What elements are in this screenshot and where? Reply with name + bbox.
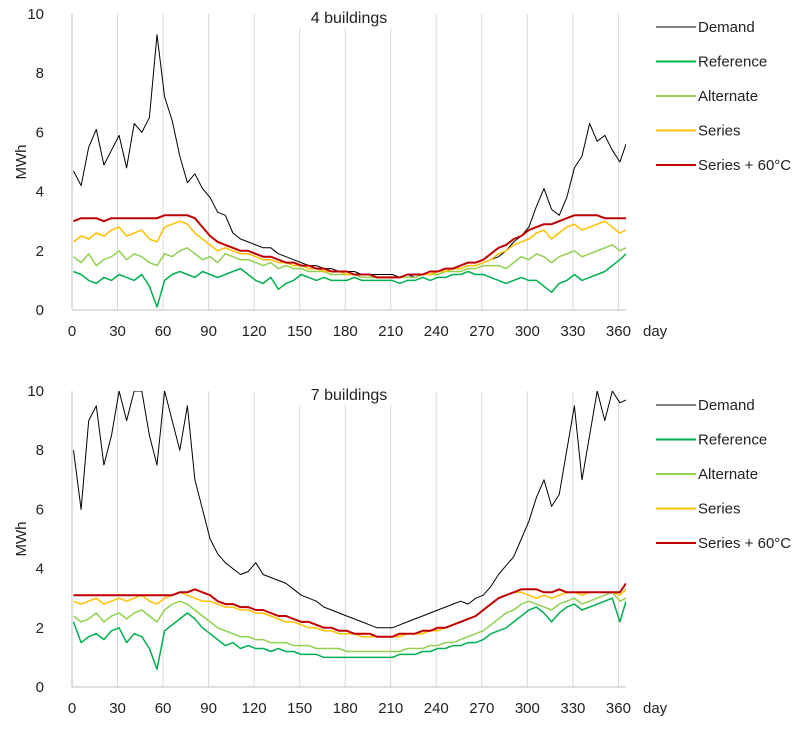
y-tick-label: 0 — [36, 679, 44, 696]
chart-panel-2: 0 2 4 6 8 10 0 30 60 90 120 150 180 210 240 270 300 330 36… — [13, 383, 791, 717]
legend-label: Series — [698, 501, 741, 518]
chart-title: 7 buildings — [311, 387, 388, 404]
x-tick-label: 0 — [68, 700, 76, 717]
legend-label: Reference — [698, 54, 767, 71]
x-tick-label: 360 — [606, 323, 631, 340]
x-tick-label: 90 — [200, 323, 217, 340]
chart-title: 4 buildings — [311, 10, 388, 27]
x-tick-label: 90 — [200, 700, 217, 717]
x-tick-label: 330 — [560, 700, 585, 717]
x-tick-label: 330 — [560, 323, 585, 340]
legend-label: Demand — [698, 19, 755, 36]
x-tick-label: 360 — [606, 700, 631, 717]
x-tick-label: 210 — [378, 323, 403, 340]
legend-label: Series + 60°C — [698, 157, 791, 174]
legend-label: Demand — [698, 397, 755, 414]
x-axis-label: day — [643, 700, 668, 717]
x-tick-label: 240 — [424, 700, 449, 717]
series-line — [74, 592, 627, 651]
x-tick-label: 0 — [68, 323, 76, 340]
x-tick-label: 270 — [469, 700, 494, 717]
y-tick-label: 0 — [36, 302, 44, 319]
y-tick-label: 8 — [36, 442, 44, 459]
y-tick-label: 2 — [36, 243, 44, 260]
x-tick-label: 180 — [333, 323, 358, 340]
x-tick-label: 150 — [287, 323, 312, 340]
y-axis-label: MWh — [13, 145, 30, 180]
legend-label: Series + 60°C — [698, 535, 791, 552]
series-line — [74, 583, 627, 636]
series-line — [74, 215, 627, 277]
legend-label: Alternate — [698, 88, 758, 105]
x-tick-label: 300 — [515, 700, 540, 717]
x-tick-label: 60 — [155, 323, 172, 340]
x-tick-label: 120 — [242, 700, 267, 717]
series-line — [74, 221, 627, 277]
x-tick-label: 180 — [333, 700, 358, 717]
y-tick-label: 10 — [27, 383, 44, 400]
series-line — [74, 254, 627, 307]
x-axis-label: day — [643, 323, 668, 340]
y-tick-label: 2 — [36, 620, 44, 637]
x-tick-label: 300 — [515, 323, 540, 340]
x-tick-label: 30 — [109, 323, 126, 340]
x-tick-label: 150 — [287, 700, 312, 717]
legend-label: Series — [698, 123, 741, 140]
x-tick-label: 210 — [378, 700, 403, 717]
x-tick-label: 30 — [109, 700, 126, 717]
chart-panel-1: 0 2 4 6 8 10 0 30 60 90 120 150 180 210 240 270 300 330 36… — [13, 6, 791, 340]
y-tick-label: 10 — [27, 6, 44, 23]
y-axis-label: MWh — [13, 522, 30, 557]
legend-label: Reference — [698, 432, 767, 449]
y-tick-label: 4 — [36, 561, 44, 578]
x-tick-label: 120 — [242, 323, 267, 340]
y-tick-label: 4 — [36, 184, 44, 201]
legend-label: Alternate — [698, 466, 758, 483]
x-tick-label: 60 — [155, 700, 172, 717]
y-tick-label: 8 — [36, 65, 44, 82]
x-tick-label: 270 — [469, 323, 494, 340]
y-tick-label: 6 — [36, 501, 44, 518]
y-tick-label: 6 — [36, 124, 44, 141]
x-tick-label: 240 — [424, 323, 449, 340]
